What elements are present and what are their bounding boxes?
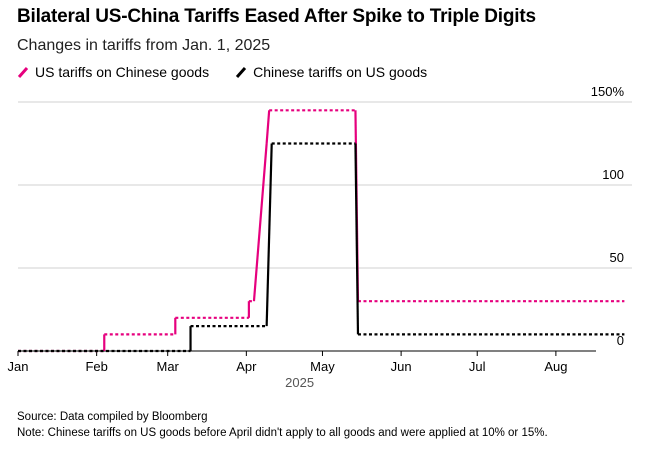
source-note: Source: Data compiled by Bloomberg (17, 411, 208, 423)
x-tick-label: Aug (544, 359, 567, 374)
chart-subtitle: Changes in tariffs from Jan. 1, 2025 (17, 37, 271, 54)
x-tick-label: Mar (156, 359, 179, 374)
footnote: Note: Chinese tariffs on US goods before… (17, 427, 548, 439)
china-tariff-segment (354, 143, 360, 335)
x-tick-label: Jan (8, 359, 29, 374)
legend-item-us: US tariffs on Chinese goods (17, 64, 209, 80)
legend-label-us: US tariffs on Chinese goods (35, 64, 210, 80)
legend: US tariffs on Chinese goods Chinese tari… (17, 64, 427, 80)
x-tick-label: Feb (85, 359, 107, 374)
legend-swatch-us (17, 67, 29, 78)
us-tariff-segment (265, 110, 271, 144)
y-tick-label: 0 (617, 333, 624, 348)
legend-item-china: Chinese tariffs on US goods (235, 64, 427, 80)
legend-label-china: Chinese tariffs on US goods (253, 64, 428, 80)
x-tick-label: Jun (391, 359, 412, 374)
x-tick-label: May (310, 359, 335, 374)
us-tariff-segment (252, 143, 268, 302)
legend-swatch-china (235, 67, 247, 78)
chart-title: Bilateral US-China Tariffs Eased After S… (17, 6, 536, 27)
y-tick-label: 50 (610, 250, 624, 265)
china-tariff-segment (265, 143, 273, 327)
x-tick-label: Apr (236, 359, 257, 374)
x-year-label: 2025 (285, 375, 314, 390)
tariff-line-chart: 0 50 100 150% Jan Feb Mar Apr May Jun Jul Aug 2025 (8, 84, 632, 390)
y-tick-label: 150% (591, 84, 625, 99)
x-tick-label: Jul (469, 359, 486, 374)
y-tick-label: 100 (602, 167, 624, 182)
